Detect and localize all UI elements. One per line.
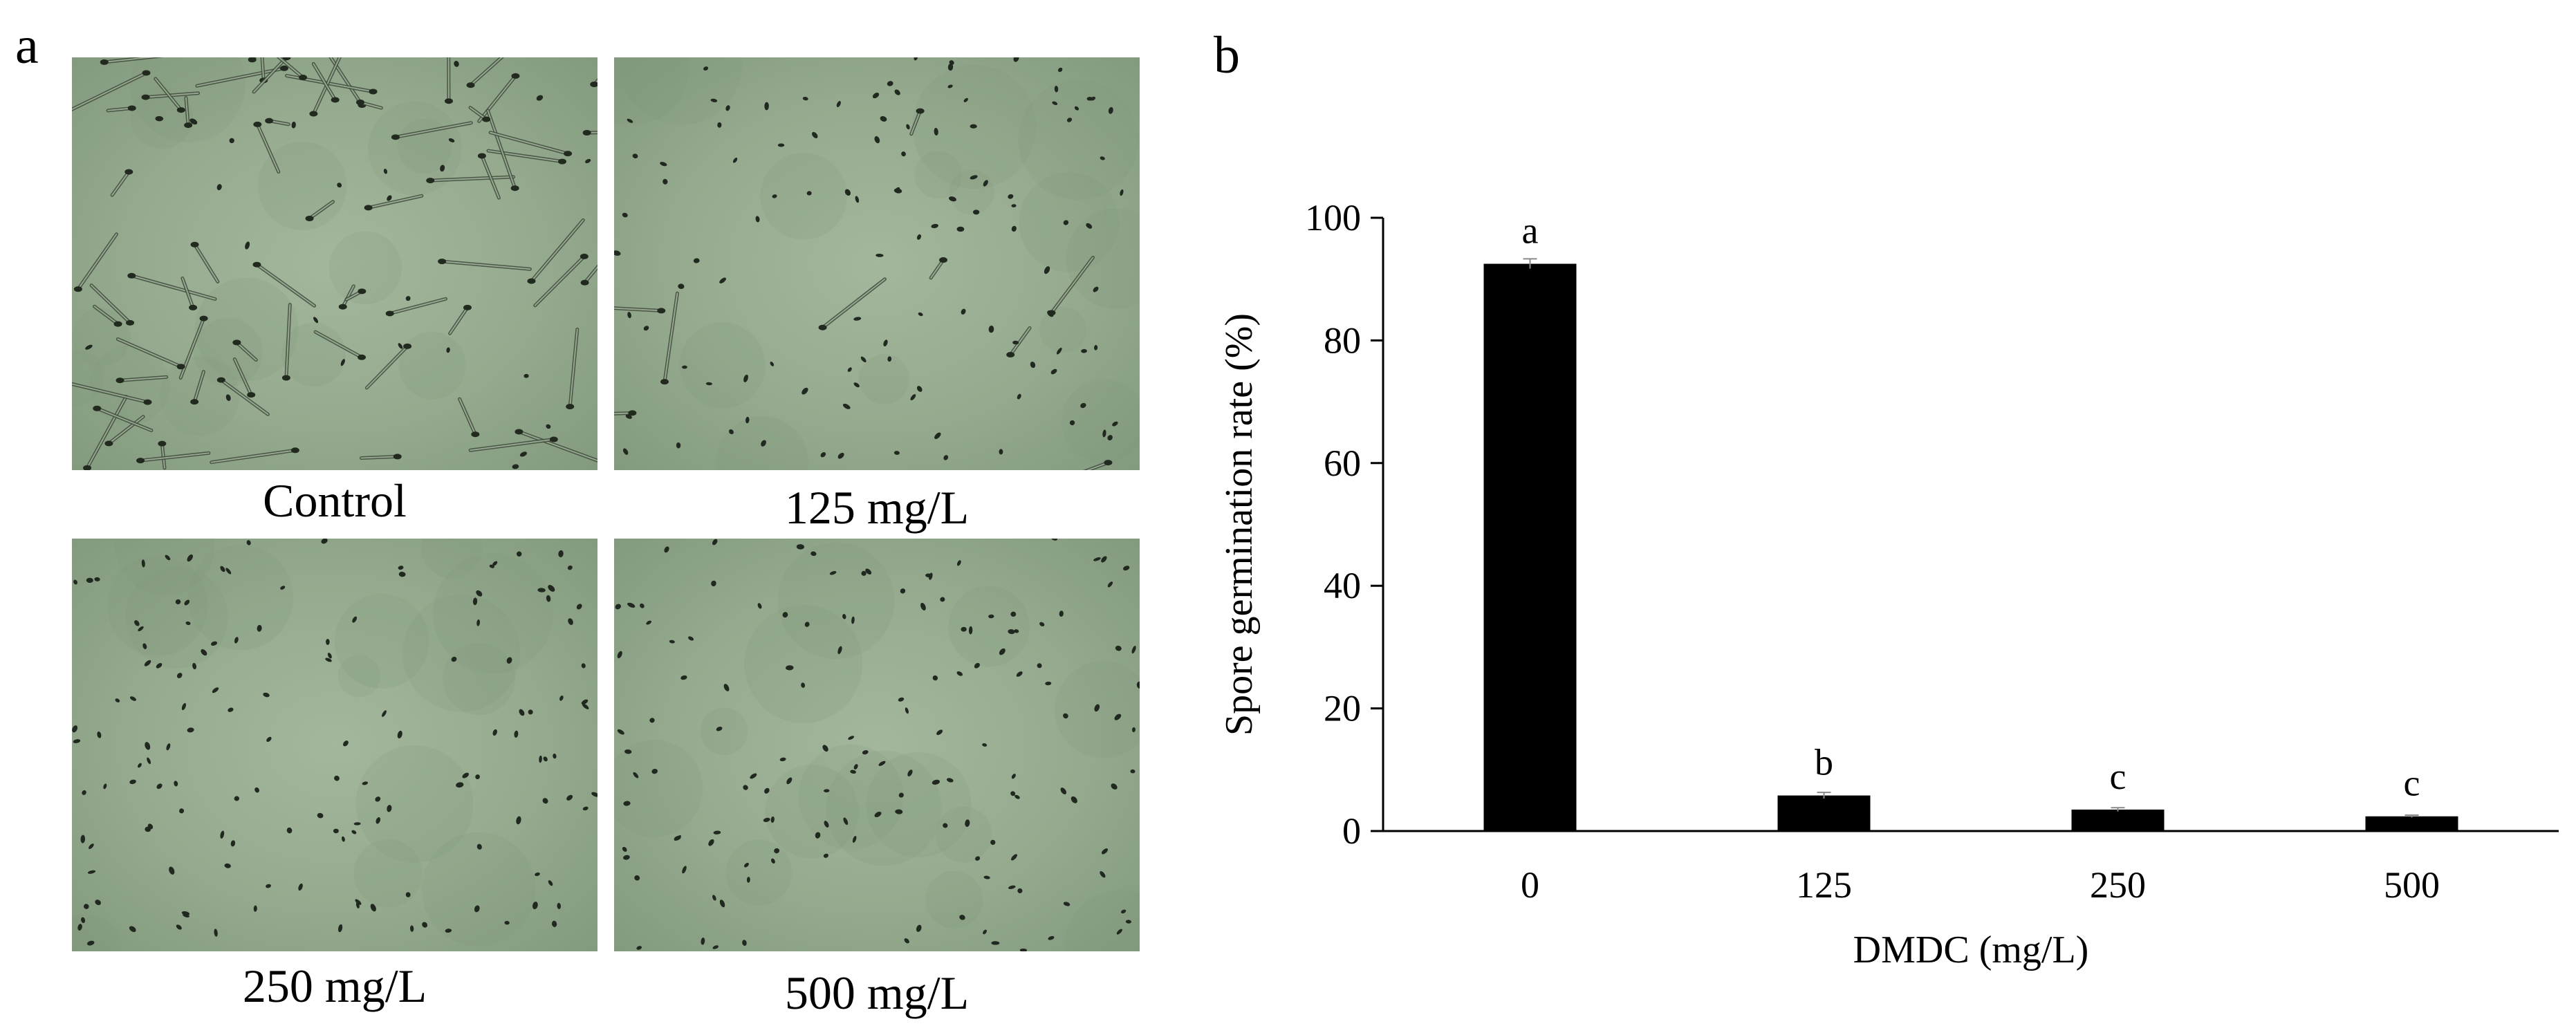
micrograph-500 (614, 539, 1140, 951)
x-tick-label: 125 (1796, 864, 1852, 906)
panel-b-letter: b (1214, 26, 1240, 84)
caption-500: 500 mg/L (784, 967, 970, 1019)
significance-label: c (2110, 756, 2126, 797)
y-tick-label: 100 (1305, 197, 1361, 239)
y-tick-label: 60 (1324, 442, 1361, 484)
y-tick-label: 0 (1342, 810, 1361, 852)
x-axis-title: DMDC (mg/L) (1853, 929, 2089, 971)
micrograph-250 (72, 539, 597, 951)
bar-0 (1483, 263, 1577, 831)
bar-500 (2365, 816, 2458, 831)
micrograph-125 (614, 57, 1140, 470)
panel-a-letter: a (15, 17, 39, 75)
significance-label: b (1815, 742, 1833, 783)
bar-125 (1777, 795, 1871, 831)
caption-250: 250 mg/L (242, 960, 427, 1012)
germination-bar-chart: 0 20 40 60 80 100 a 0 b 125 c 250 c 500 DMDC (mg/L) Spo… (1218, 197, 2559, 971)
y-axis-title: Spore germination rate (%) (1218, 313, 1261, 736)
bar-250 (2071, 809, 2165, 831)
x-tick-label: 250 (2090, 864, 2146, 906)
caption-control: Control (263, 474, 407, 527)
x-tick-label: 0 (1521, 864, 1539, 906)
significance-label: c (2404, 763, 2420, 804)
y-tick-label: 80 (1324, 319, 1361, 361)
y-tick-label: 20 (1324, 688, 1361, 729)
x-tick-label: 500 (2384, 864, 2440, 906)
significance-label: a (1522, 210, 1539, 252)
caption-125: 125 mg/L (784, 481, 970, 534)
y-tick-label: 40 (1324, 565, 1361, 606)
micrograph-control (72, 57, 597, 470)
